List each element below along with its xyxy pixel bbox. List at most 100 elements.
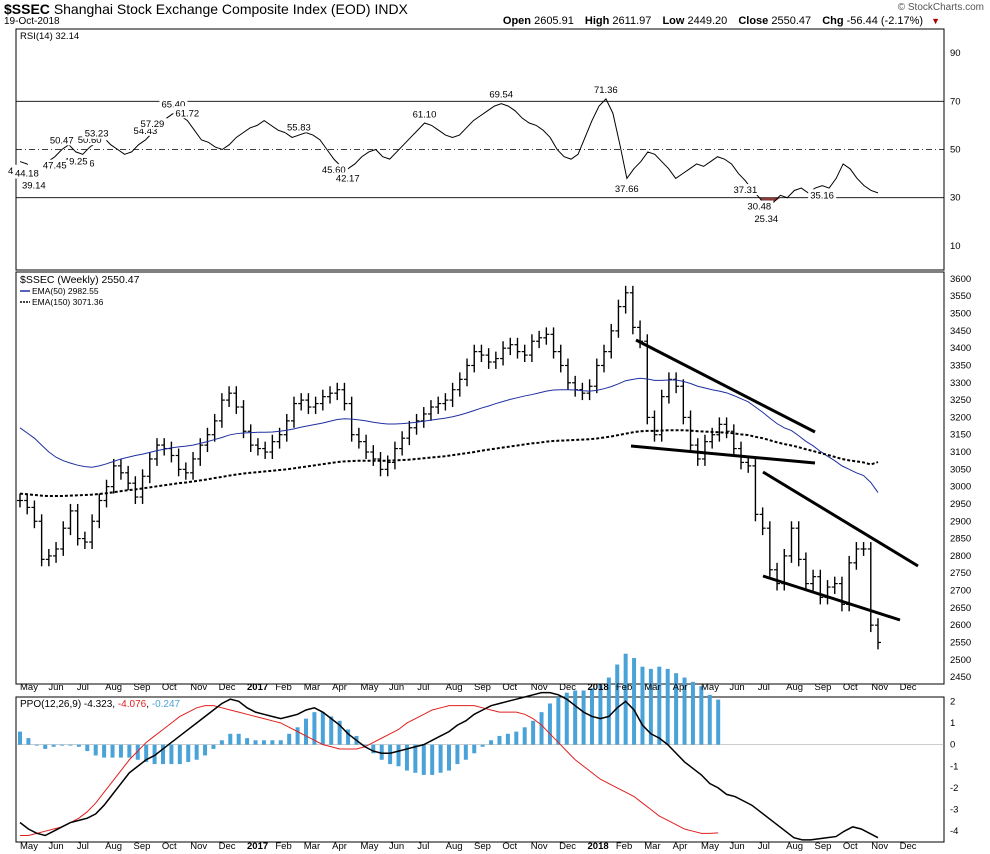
rsi-value-box <box>131 124 160 136</box>
x-tick-label: May <box>701 682 719 693</box>
x-tick-label: Jun <box>729 841 744 852</box>
rsi-value-label: 61.72 <box>175 108 199 119</box>
ppo-hist-bar <box>379 744 384 760</box>
ppo-hist-bar <box>118 744 123 758</box>
ppo-hist-bar <box>690 681 695 745</box>
ppo-hist-bar <box>371 744 376 754</box>
x-tick-label: Jul <box>77 682 89 693</box>
ohlc-bar <box>233 386 240 414</box>
x-tick-label: Sep <box>815 682 832 693</box>
ohlc-bar <box>96 493 103 529</box>
ohlc-bar <box>218 393 225 428</box>
ppo-hist-bar <box>564 692 569 745</box>
price-tick: 2750 <box>950 568 971 579</box>
ohlc-bar <box>492 351 499 369</box>
ppo-legend-part: PPO(12,26,9) <box>20 699 84 710</box>
rsi-value-label: 71.36 <box>594 85 618 96</box>
ohlc-bar <box>139 469 146 504</box>
x-tick-label: Jun <box>48 841 63 852</box>
ppo-hist-bar <box>699 686 704 745</box>
ppo-hist-bar <box>430 744 435 775</box>
ppo-hist-bar <box>26 738 31 745</box>
rsi-value-box <box>12 167 41 179</box>
x-tick-label: 2017 <box>247 841 268 852</box>
x-tick-label: 2018 <box>588 841 609 852</box>
ema150-line <box>19 429 879 498</box>
ohlc-bar <box>175 448 182 477</box>
ohlc-bar <box>730 424 737 456</box>
ppo-hist-bar <box>102 744 107 758</box>
x-tick-label: Nov <box>871 682 888 693</box>
ppo-legend-part: -4.076 <box>118 699 147 710</box>
ppo-tick: -1 <box>950 761 958 772</box>
low-value: 2449.20 <box>687 15 728 27</box>
x-tick-label: Feb <box>616 841 632 852</box>
price-tick: 3150 <box>950 430 971 441</box>
down-arrow-icon: ▼ <box>931 16 940 26</box>
price-tick: 3350 <box>950 360 971 371</box>
low-label: Low <box>662 15 685 27</box>
ppo-hist-bar <box>312 712 317 745</box>
ohlc-bar <box>413 413 420 435</box>
rsi-value-label: 65.40 <box>161 99 185 110</box>
ppo-signal-line <box>20 705 719 837</box>
x-tick-label: Jul <box>758 682 770 693</box>
ohlc-bar <box>817 569 824 605</box>
x-tick-label: Dec <box>219 682 236 693</box>
rsi-value-box <box>285 121 314 133</box>
ppo-legend-part: -0.247 <box>152 699 181 710</box>
ppo-hist-bar <box>261 740 266 745</box>
price-tick: 3400 <box>950 343 971 354</box>
ohlc-bar <box>117 458 124 480</box>
ohlc-bar <box>860 542 867 556</box>
ppo-hist-bar <box>404 744 409 771</box>
ppo-hist-bar <box>194 744 199 760</box>
x-tick-label: Oct <box>843 682 858 693</box>
ohlc-bar <box>427 400 434 421</box>
x-tick-label: Mar <box>644 682 660 693</box>
ohlc-bar <box>125 465 132 491</box>
rsi-value-box <box>808 189 837 201</box>
ppo-hist-bar <box>295 727 300 745</box>
rsi-value-box <box>333 172 362 184</box>
ppo-hist-bar <box>152 744 157 765</box>
trendline <box>762 574 901 622</box>
ohlc-bar <box>543 327 550 345</box>
x-tick-label: Oct <box>162 682 177 693</box>
x-tick-label: Aug <box>786 841 803 852</box>
ppo-hist-bar <box>539 712 544 745</box>
ohlc-bar <box>89 514 96 549</box>
ohlc-bar <box>406 420 413 446</box>
ohlc-bar <box>327 386 334 404</box>
ohlc-bar <box>38 514 45 567</box>
high-label: High <box>584 15 610 27</box>
rsi-value-box <box>591 84 620 96</box>
price-tick: 2650 <box>950 603 971 614</box>
rsi-value-box <box>731 184 760 196</box>
ohlc-bar <box>17 493 23 508</box>
ppo-hist-bar <box>472 744 477 754</box>
ohlc-bar <box>622 285 629 314</box>
x-tick-label: Mar <box>304 841 320 852</box>
x-tick-label: Nov <box>871 841 888 852</box>
rsi-value-label: 30.48 <box>747 202 771 213</box>
chg-value: -56.44 (-2.17%) <box>846 15 924 27</box>
rsi-value-label: 37.31 <box>733 185 757 196</box>
rsi-tick: 70 <box>950 96 961 107</box>
ohlc-bar <box>831 576 838 594</box>
ohlc-bar <box>211 413 218 442</box>
ohlc-bar <box>377 452 384 477</box>
ppo-hist-bar <box>648 668 653 745</box>
x-tick-label: Aug <box>105 841 122 852</box>
ppo-hist-bar <box>236 733 241 745</box>
ohlc-bar <box>464 358 471 387</box>
rsi-value-label: 45.60 <box>322 165 346 176</box>
price-tick: 2900 <box>950 516 971 527</box>
ppo-hist-bar <box>320 712 325 745</box>
ppo-hist-bar <box>329 716 334 745</box>
rsi-value-box <box>159 98 188 110</box>
symbol: $SSEC <box>4 1 50 17</box>
rsi-value-box <box>410 108 439 120</box>
rsi-value-box <box>319 164 348 176</box>
ohlc-bar <box>658 389 665 442</box>
